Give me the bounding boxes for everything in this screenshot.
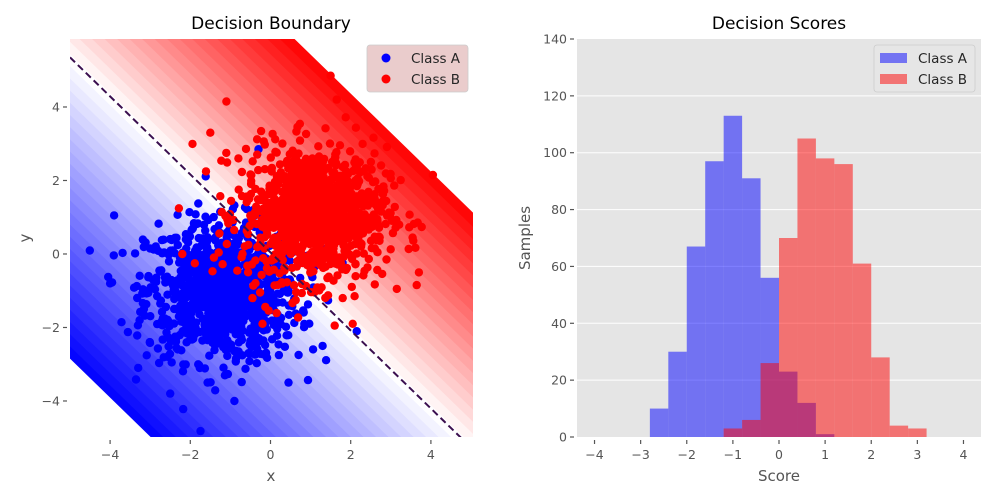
x-axis-ticks: −4 −3 −2 −1 0 1 2 3 4 [585, 440, 967, 462]
svg-text:4: 4 [52, 99, 60, 114]
svg-text:2: 2 [347, 447, 355, 462]
decision-boundary-line [70, 56, 462, 437]
svg-text:−3: −3 [631, 447, 649, 462]
svg-text:−4: −4 [585, 447, 603, 462]
scatter-points [85, 71, 438, 436]
svg-text:0: 0 [559, 430, 567, 445]
histogram-class-b [723, 138, 927, 437]
legend-marker-class-b [381, 74, 391, 84]
legend-label-class-b: Class B [918, 72, 967, 88]
svg-text:−4: −4 [101, 447, 119, 462]
svg-text:2: 2 [867, 447, 875, 462]
svg-text:−2: −2 [42, 320, 60, 335]
svg-text:−2: −2 [678, 447, 696, 462]
legend: Class A Class B [873, 44, 976, 93]
decision-scores-chart: Decision Scores −4 −3 −2 −1 0 1 2 3 4 0 20 40 60 80 1… [516, 14, 981, 485]
svg-text:80: 80 [551, 202, 567, 217]
svg-text:4: 4 [959, 447, 967, 462]
svg-text:0: 0 [775, 447, 783, 462]
legend-label-class-a: Class A [918, 51, 968, 67]
svg-text:140: 140 [543, 32, 567, 47]
svg-text:100: 100 [543, 145, 567, 160]
legend-label-class-b: Class B [411, 72, 460, 88]
svg-text:120: 120 [543, 88, 567, 103]
svg-text:2: 2 [52, 173, 60, 188]
x-axis-label: Score [758, 467, 800, 485]
svg-text:4: 4 [427, 447, 435, 462]
svg-text:0: 0 [52, 246, 60, 261]
legend-swatch-class-a [880, 53, 907, 63]
y-axis-ticks: −4 −2 0 2 4 [42, 99, 67, 408]
svg-text:20: 20 [551, 373, 567, 388]
svg-text:0: 0 [267, 447, 275, 462]
decision-boundary-chart: Decision Boundary −4 −2 0 2 4 −4 −2 0 2 4 x y Cl… [16, 14, 473, 485]
series-class-b [174, 71, 438, 330]
legend-box [366, 44, 469, 93]
y-axis-ticks: 0 20 40 60 80 100 120 140 [543, 32, 574, 445]
legend: Class A Class B [366, 44, 469, 93]
legend-swatch-class-b [880, 74, 907, 84]
legend-label-class-a: Class A [411, 51, 461, 67]
svg-text:3: 3 [913, 447, 921, 462]
legend-marker-class-a [381, 53, 391, 63]
svg-text:1: 1 [821, 447, 829, 462]
y-axis-label: Samples [516, 206, 534, 270]
y-axis-label: y [16, 233, 34, 242]
svg-text:40: 40 [551, 316, 567, 331]
chart-title: Decision Boundary [191, 14, 351, 34]
svg-text:−1: −1 [724, 447, 742, 462]
x-axis-label: x [267, 467, 276, 485]
x-axis-ticks: −4 −2 0 2 4 [101, 440, 435, 462]
svg-text:60: 60 [551, 259, 567, 274]
chart-title: Decision Scores [712, 14, 846, 34]
svg-text:−4: −4 [42, 393, 60, 408]
svg-text:−2: −2 [181, 447, 199, 462]
histogram-bars [649, 115, 927, 437]
